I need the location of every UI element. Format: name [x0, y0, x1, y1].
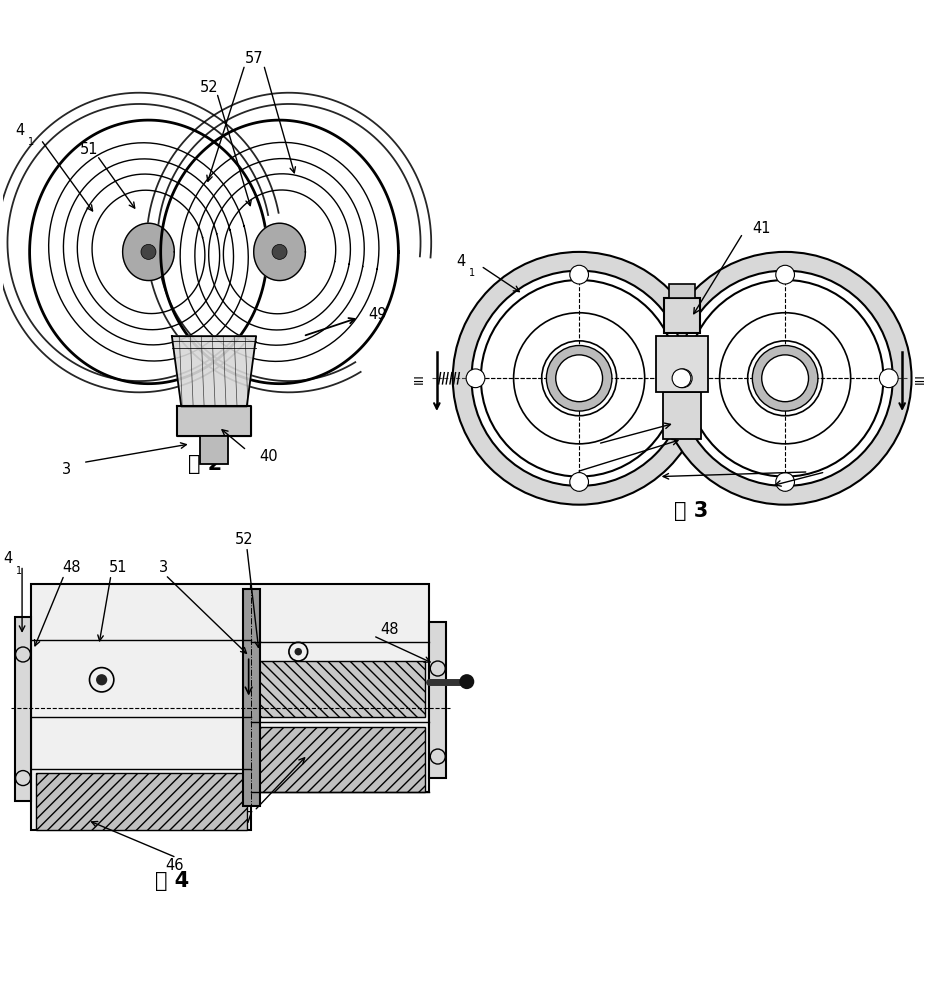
Circle shape [141, 244, 156, 259]
Circle shape [775, 265, 794, 284]
Text: 图 3: 图 3 [675, 501, 709, 521]
Circle shape [272, 244, 287, 259]
Circle shape [672, 369, 691, 388]
Circle shape [96, 674, 107, 685]
Text: 49: 49 [369, 307, 387, 322]
Bar [256, 727, 424, 792]
Circle shape [466, 369, 485, 388]
Bar [243, 589, 260, 806]
Bar [199, 436, 228, 464]
Text: 图 2: 图 2 [187, 454, 222, 474]
Text: 51: 51 [109, 560, 128, 575]
Bar [14, 617, 31, 801]
Text: 52: 52 [200, 80, 218, 95]
Circle shape [570, 473, 588, 491]
Text: 41: 41 [753, 221, 771, 236]
Circle shape [556, 355, 602, 402]
Bar [31, 584, 251, 830]
Bar [656, 336, 709, 392]
Polygon shape [172, 336, 256, 406]
Bar [251, 584, 429, 792]
Bar [36, 773, 247, 830]
Text: 1: 1 [27, 137, 34, 147]
Circle shape [761, 355, 808, 402]
Circle shape [471, 271, 687, 486]
Text: 1: 1 [469, 268, 475, 278]
Text: 51: 51 [80, 142, 99, 157]
Text: 1: 1 [15, 566, 22, 576]
Circle shape [753, 346, 818, 411]
Text: 48: 48 [381, 622, 399, 637]
Bar [663, 392, 701, 439]
Text: 57: 57 [833, 471, 852, 486]
Text: 57: 57 [245, 51, 263, 66]
Polygon shape [122, 223, 174, 281]
Bar [664, 298, 700, 333]
Circle shape [775, 473, 794, 491]
Circle shape [295, 648, 302, 655]
Circle shape [678, 271, 893, 486]
Bar [429, 622, 446, 778]
Circle shape [659, 252, 912, 505]
Circle shape [459, 674, 474, 689]
Text: 3: 3 [61, 462, 71, 477]
Circle shape [779, 373, 790, 384]
Bar [256, 661, 424, 717]
Polygon shape [254, 223, 306, 281]
Circle shape [674, 369, 693, 388]
Text: 47: 47 [235, 811, 254, 826]
Text: 52: 52 [234, 532, 253, 547]
Circle shape [570, 265, 588, 284]
Text: III: III [412, 373, 425, 384]
Text: III: III [914, 373, 926, 384]
Circle shape [547, 346, 612, 411]
Text: 40: 40 [259, 449, 278, 464]
Polygon shape [178, 406, 250, 436]
Text: 4: 4 [456, 254, 466, 269]
Circle shape [453, 252, 706, 505]
Text: 46: 46 [166, 858, 183, 873]
Text: 4: 4 [4, 551, 13, 566]
Text: 40: 40 [573, 443, 591, 458]
Text: 3: 3 [159, 560, 168, 575]
Text: 图 4: 图 4 [154, 871, 189, 891]
Text: 4: 4 [16, 123, 24, 138]
Text: 3: 3 [566, 471, 574, 486]
Circle shape [880, 369, 898, 388]
Text: 48: 48 [62, 560, 81, 575]
Circle shape [573, 373, 584, 384]
Bar [669, 284, 695, 298]
